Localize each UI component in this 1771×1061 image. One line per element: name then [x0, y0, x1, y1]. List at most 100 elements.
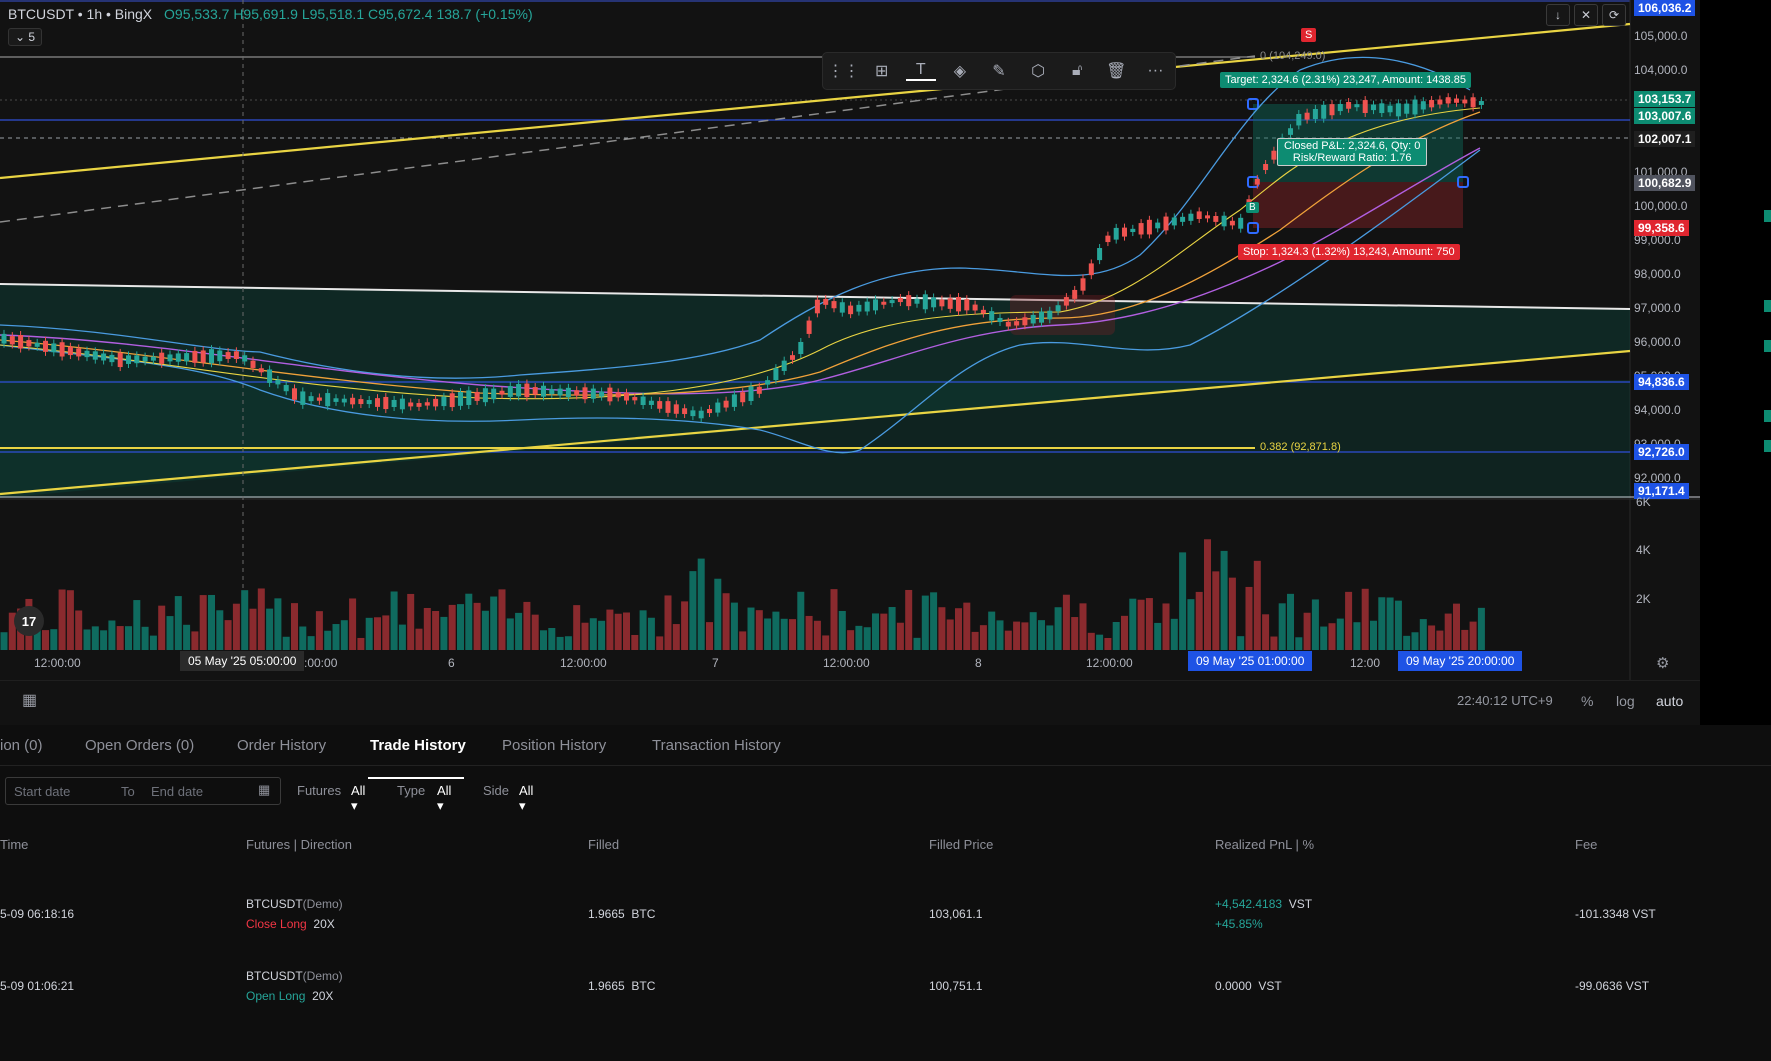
- settings-icon[interactable]: ⬡: [1031, 63, 1046, 80]
- sell-marker[interactable]: S: [1301, 28, 1317, 42]
- volume-bar: [481, 610, 489, 650]
- candle-body: [1296, 113, 1302, 126]
- position-handle-bottom: [1247, 222, 1259, 234]
- candle-body: [1138, 223, 1144, 235]
- pnl-unit: VST: [1258, 979, 1282, 993]
- price-tag: 94,836.6: [1634, 374, 1689, 390]
- range-start-tag: 09 May '25 01:00:00: [1188, 651, 1313, 671]
- candle-body: [250, 360, 256, 368]
- volume-bar: [398, 624, 406, 650]
- candle-body: [889, 300, 895, 304]
- log-toggle[interactable]: log: [1616, 693, 1635, 709]
- refresh-icon[interactable]: ⟳: [1602, 4, 1626, 26]
- volume-bar: [896, 622, 904, 650]
- stop-label[interactable]: Stop: 1,324.3 (1.32%) 13,243, Amount: 75…: [1238, 244, 1460, 260]
- candle-body: [466, 390, 472, 405]
- lock-icon[interactable]: 🔓︎: [1072, 62, 1083, 79]
- percent-toggle[interactable]: %: [1581, 693, 1594, 709]
- volume-bar: [1353, 622, 1361, 650]
- candle-body: [267, 369, 273, 383]
- candle-body: [1113, 227, 1119, 240]
- candle-body: [806, 320, 812, 334]
- buy-marker[interactable]: B: [1246, 202, 1259, 213]
- tab-position-history[interactable]: Position History: [502, 737, 607, 754]
- volume-bar: [1411, 632, 1419, 650]
- collapse-icon[interactable]: ✕: [1574, 4, 1598, 26]
- candle-body: [615, 392, 621, 398]
- volume-bar: [573, 605, 581, 650]
- trash-icon[interactable]: 🗑︎: [1106, 63, 1127, 80]
- arrow-down-icon[interactable]: ↓: [1546, 4, 1570, 26]
- fill-icon[interactable]: ◈: [953, 63, 967, 80]
- date-to-label: To: [121, 784, 135, 799]
- candle-body: [84, 350, 90, 358]
- trade-symbol-name: BTCUSDT: [246, 969, 303, 983]
- type-filter-select[interactable]: All ▾: [437, 783, 452, 813]
- candle-body: [1238, 217, 1244, 229]
- volume-bar: [1071, 617, 1079, 650]
- candle-body: [391, 399, 397, 408]
- candle-body: [1047, 310, 1053, 320]
- date-range-picker[interactable]: Start date To End date ▦: [5, 777, 281, 805]
- target-label[interactable]: Target: 2,324.6 (2.31%) 23,247, Amount: …: [1220, 72, 1471, 88]
- candle-body: [1404, 103, 1410, 114]
- side-filter-select[interactable]: All ▾: [519, 783, 534, 813]
- end-date-input[interactable]: End date: [151, 784, 204, 799]
- volume-bar: [614, 613, 622, 650]
- candle-body: [1022, 317, 1028, 326]
- candle-body: [1080, 278, 1086, 291]
- calendar-icon[interactable]: ▦: [258, 782, 271, 797]
- candle-body: [101, 353, 107, 361]
- auto-toggle[interactable]: auto: [1656, 693, 1684, 709]
- chart-canvas[interactable]: [0, 0, 1700, 680]
- start-date-input[interactable]: Start date: [14, 784, 71, 799]
- edge-marker: [1764, 410, 1771, 422]
- price-axis-label: 105,000.0: [1634, 29, 1688, 43]
- candle-body: [1213, 216, 1219, 222]
- brush-icon[interactable]: ✎: [992, 63, 1006, 80]
- candle-body: [1412, 99, 1418, 115]
- volume-bar: [1112, 622, 1120, 650]
- col-time: Time: [0, 837, 29, 852]
- volume-bar: [1328, 623, 1336, 650]
- candle-body: [499, 390, 505, 395]
- candle-body: [657, 401, 663, 409]
- volume-bar: [515, 612, 523, 650]
- trade-fee: -99.0636 VST: [1575, 979, 1650, 993]
- more-icon[interactable]: ···: [1147, 62, 1164, 79]
- tab-order-history[interactable]: Order History: [237, 737, 327, 754]
- layout-icon[interactable]: ⊞: [874, 63, 889, 80]
- drag-handle-icon[interactable]: ⋮⋮: [827, 63, 860, 80]
- candle-body: [989, 311, 995, 321]
- candle-body: [150, 356, 156, 361]
- candle-body: [682, 408, 688, 415]
- text-icon[interactable]: T: [905, 61, 936, 81]
- chart-settings-icon[interactable]: ⚙: [1656, 655, 1670, 672]
- volume-bar: [266, 608, 274, 650]
- symbol-label[interactable]: BTCUSDT • 1h • BingX: [8, 6, 153, 22]
- candle-body: [1146, 219, 1152, 235]
- indicators-collapse-button[interactable]: ⌄ 5: [8, 28, 43, 46]
- candle-body: [607, 387, 613, 402]
- volume-bar: [979, 625, 987, 650]
- active-tab-underline: [368, 777, 464, 779]
- tab-trade-history[interactable]: Trade History: [370, 737, 466, 754]
- volume-bar: [714, 578, 722, 650]
- tab-open-orders[interactable]: Open Orders (0): [85, 737, 195, 754]
- ohlc-readout: O95,533.7 H95,691.9 L95,518.1 C95,672.4 …: [164, 6, 533, 22]
- price-axis-label: 104,000.0: [1634, 63, 1688, 77]
- price-tag: 103,007.6: [1634, 108, 1696, 124]
- tab-positions[interactable]: ion (0): [0, 737, 43, 754]
- volume-bar: [58, 589, 66, 650]
- tradingview-logo[interactable]: 17: [14, 606, 44, 636]
- volume-bar: [1253, 560, 1261, 650]
- futures-filter-select[interactable]: All ▾: [351, 783, 366, 813]
- chart-area[interactable]: BTCUSDT • 1h • BingX O95,533.7 H95,691.9…: [0, 0, 1700, 725]
- volume-bar: [1121, 615, 1128, 650]
- candle-body: [839, 302, 845, 313]
- leverage-label: 20X: [313, 917, 335, 931]
- tab-transaction-history[interactable]: Transaction History: [652, 737, 781, 754]
- closed-pnl-box[interactable]: Closed P&L: 2,324.6, Qty: 0 Risk/Reward …: [1277, 138, 1428, 166]
- calendar-icon[interactable]: ▦: [22, 692, 38, 709]
- volume-bar: [440, 616, 448, 650]
